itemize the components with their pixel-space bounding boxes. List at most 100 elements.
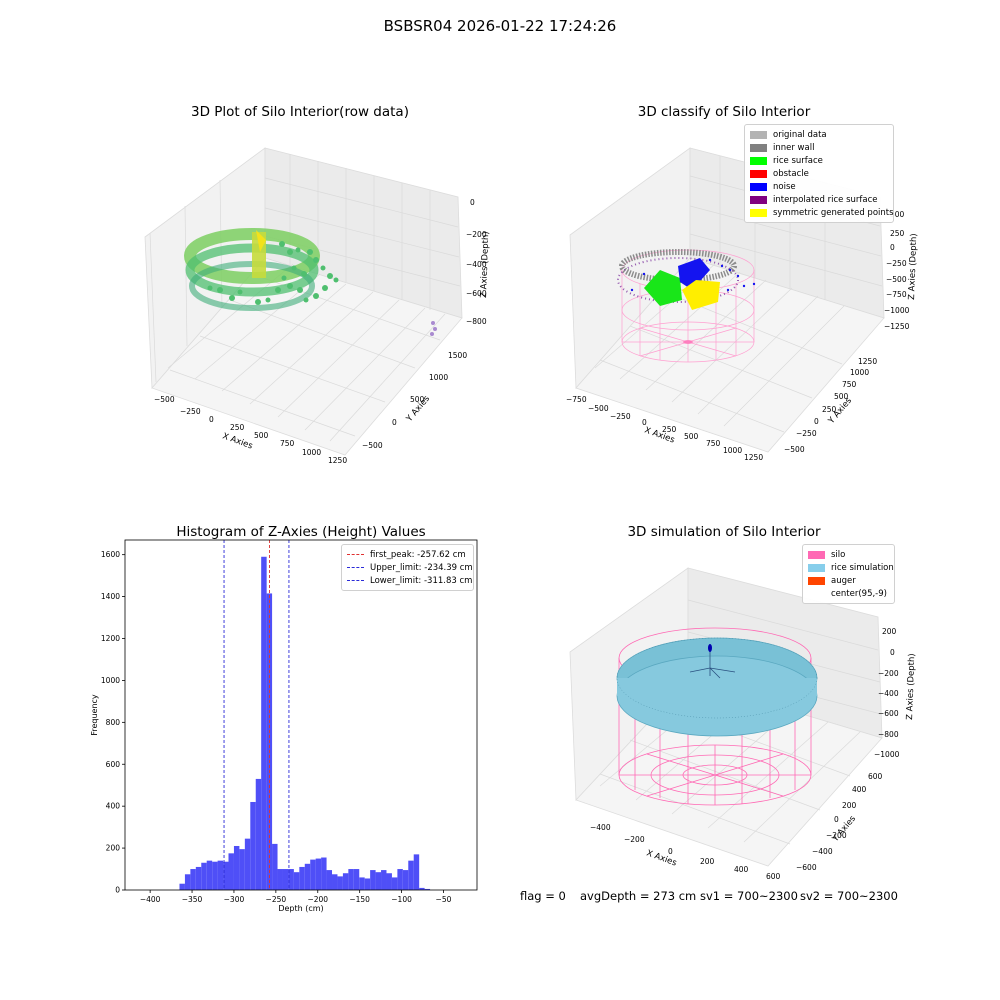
plot1-title: 3D Plot of Silo Interior(row data) (191, 104, 409, 120)
legend-item: auger (808, 574, 889, 587)
legend-item: Lower_limit: -311.83 cm (347, 574, 472, 587)
tick-x: 200 (700, 857, 715, 866)
plot1-y-ticks: −500 0 500 1000 1500 (362, 351, 467, 450)
hist-bar (304, 863, 311, 890)
hist-bar (228, 853, 234, 890)
tick-y: −400 (812, 847, 833, 856)
tick-y: 1250 (858, 357, 877, 366)
tick-y: −500 (784, 445, 805, 454)
tick-z: 0 (890, 648, 895, 657)
tick-z: −800 (466, 317, 487, 326)
raw-point-cloud (184, 228, 437, 336)
plot2-legend: original data inner wall rice surface ob… (744, 124, 894, 223)
legend-line-upper-limit (347, 567, 364, 568)
y-tick-label: 200 (106, 844, 121, 853)
plot1-z-ticks: 0 −200 −400 −600 −800 (466, 198, 487, 326)
tick-z: −1000 (874, 750, 900, 759)
x-tick-label: −50 (436, 895, 452, 904)
hist-bar (244, 838, 251, 890)
legend-label: rice simulation (831, 562, 894, 573)
tick-x: 1000 (302, 448, 321, 457)
plot4-title: 3D simulation of Silo Interior (627, 524, 821, 540)
y-tick-label: 1400 (101, 592, 120, 601)
tick-x: 250 (230, 423, 245, 432)
tick-x: −250 (610, 412, 631, 421)
legend-swatch (750, 156, 767, 165)
legend-item: rice surface (750, 154, 888, 167)
tick-y: 400 (852, 785, 867, 794)
legend-label: interpolated rice surface (773, 194, 878, 205)
legend-label: Lower_limit: -311.83 cm (370, 575, 473, 586)
plot1-x-ticks: −500 −250 0 250 500 750 1000 1250 (154, 395, 347, 465)
plot2-z-ticks: 500 250 0 −250 −500 −750 −1000 −1250 (884, 210, 910, 331)
hist-bar (184, 874, 191, 890)
hist-bar (233, 845, 240, 890)
tick-x: 1000 (723, 446, 742, 455)
tick-y: 600 (868, 772, 883, 781)
tick-x: 500 (254, 431, 269, 440)
hist-bar (391, 877, 398, 890)
hist-bar (353, 869, 360, 890)
tick-z: −1250 (884, 322, 910, 331)
legend-label: rice surface (773, 155, 823, 166)
tick-y: −200 (826, 831, 847, 840)
hist-bar (375, 872, 382, 890)
tick-z: 500 (890, 210, 905, 219)
hist-bar (310, 859, 316, 890)
hist-bar (424, 888, 431, 890)
x-axis-label: X Axies (645, 848, 678, 868)
hist-bar (255, 778, 262, 890)
legend-item: Upper_limit: -234.39 cm (347, 561, 473, 574)
tick-y: 250 (822, 405, 837, 414)
y-tick-label: 0 (115, 886, 120, 895)
tick-x: −400 (590, 823, 611, 832)
hist-bar (337, 876, 343, 890)
sv1-text: sv1 = 700~2300 (700, 889, 798, 903)
classified-point-cloud (617, 249, 756, 344)
sv2-text: sv2 = 700~2300 (800, 889, 898, 903)
tick-y: −500 (362, 441, 383, 450)
y-tick-label: 1000 (101, 676, 120, 685)
tick-x: 750 (706, 439, 721, 448)
legend-swatch (808, 590, 825, 598)
y-axis-label: Frequency (90, 694, 99, 736)
x-axis-label: X Axies (221, 431, 254, 451)
flag-text: flag = 0 (520, 889, 566, 903)
legend-swatch (750, 130, 767, 139)
hist-bar (250, 801, 256, 890)
plot2-3d-axes: −750 −500 −250 0 250 500 750 1000 1250 −… (566, 147, 919, 462)
tick-z: −400 (466, 260, 487, 269)
y-tick-label: 1600 (101, 550, 120, 559)
hist-x-ticks: −400 −350 −300 −250 −200 −150 −100 −50 (140, 890, 452, 904)
tick-z: −250 (886, 259, 907, 268)
tick-z: 0 (470, 198, 475, 207)
hist-bar (315, 858, 322, 890)
tick-x: 0 (642, 418, 647, 427)
tick-y: −600 (796, 863, 817, 872)
plot2-title: 3D classify of Silo Interior (637, 104, 811, 120)
legend-swatch (750, 195, 767, 204)
z-axis-label: Z Axies (Depth) (907, 233, 919, 300)
legend-swatch (808, 550, 825, 559)
hist-bar (217, 860, 224, 890)
legend-label: noise (773, 181, 796, 192)
tick-z: −1000 (884, 306, 910, 315)
tick-z: −200 (466, 230, 487, 239)
plot4-legend: silo rice simulation auger center(95,-9) (802, 544, 895, 604)
tick-z: −500 (886, 275, 907, 284)
hist-bar (381, 870, 387, 890)
tick-y: 1500 (448, 351, 467, 360)
legend-label: Upper_limit: -234.39 cm (370, 562, 473, 573)
tick-y: 750 (842, 380, 857, 389)
hist-bar (386, 873, 392, 890)
hist-bar (332, 874, 338, 890)
hist-bar (195, 866, 202, 890)
hist-bar (223, 861, 229, 890)
legend-item: symmetric generated points (750, 206, 894, 219)
tick-y: 500 (410, 395, 425, 404)
avg-depth-text: avgDepth = 273 cm (580, 889, 697, 903)
legend-item: obstacle (750, 167, 888, 180)
x-tick-label: −200 (307, 895, 328, 904)
legend-label: inner wall (773, 142, 815, 153)
hist-bar (261, 556, 267, 890)
